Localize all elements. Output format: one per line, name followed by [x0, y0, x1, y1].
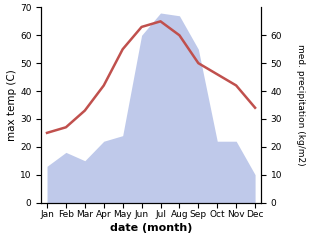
- X-axis label: date (month): date (month): [110, 223, 192, 233]
- Y-axis label: med. precipitation (kg/m2): med. precipitation (kg/m2): [296, 44, 305, 166]
- Y-axis label: max temp (C): max temp (C): [7, 69, 17, 141]
